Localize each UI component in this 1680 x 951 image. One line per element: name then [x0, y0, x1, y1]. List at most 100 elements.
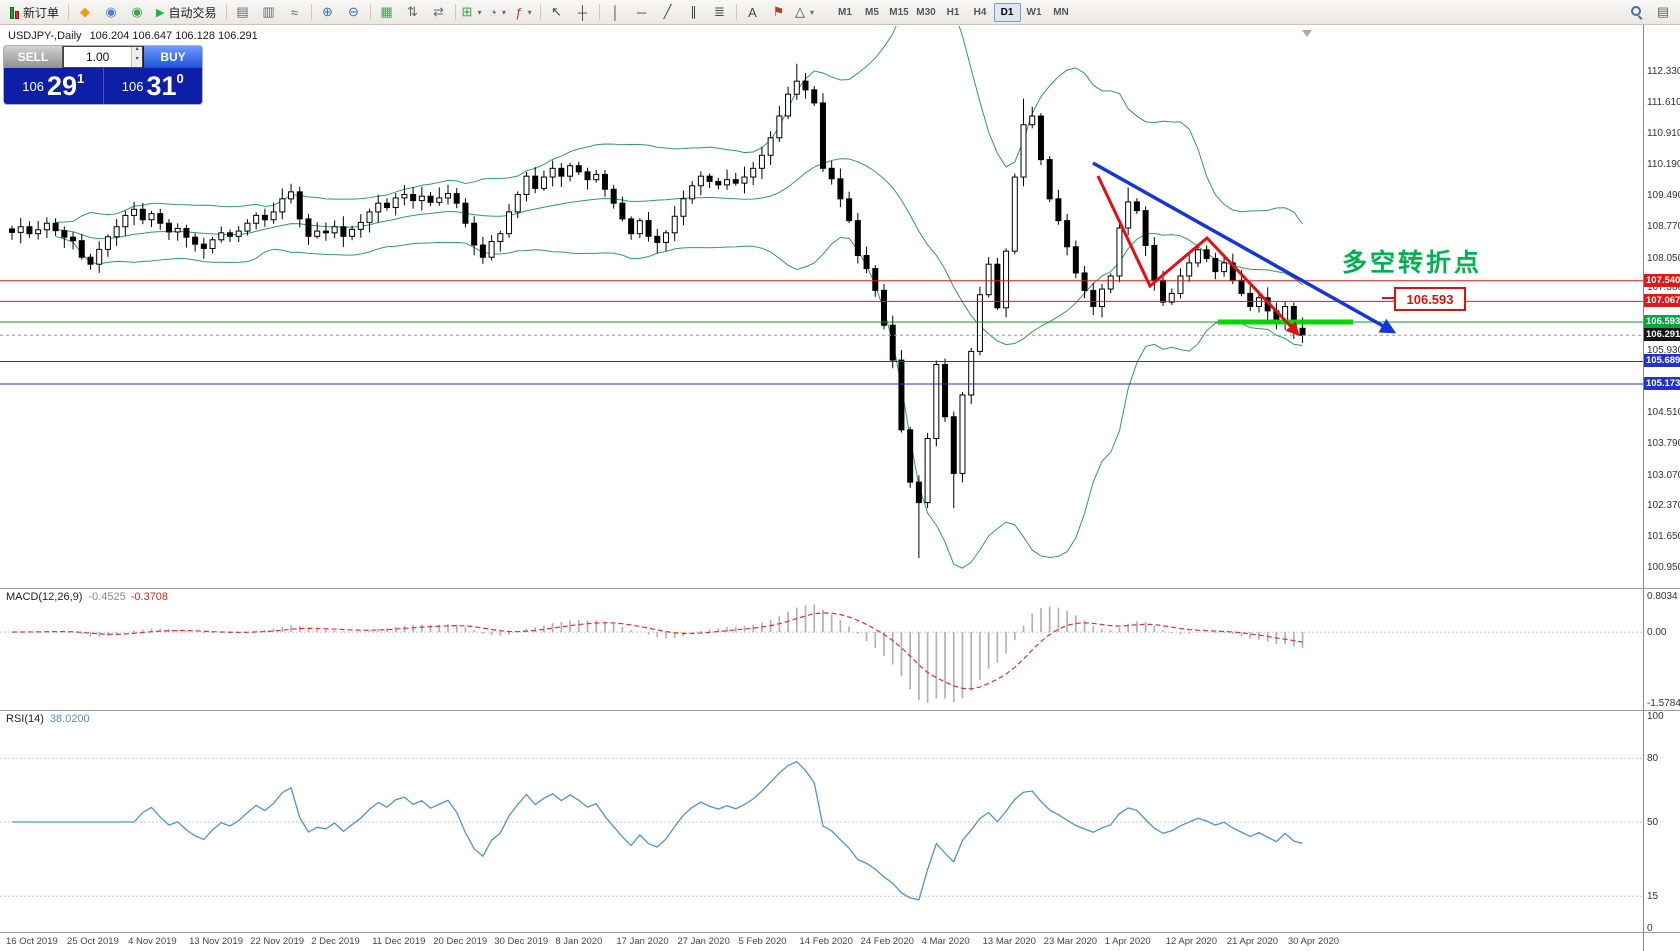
price-axis-label: 100.950 — [1647, 561, 1680, 573]
arrange-windows-button[interactable]: ⇄ — [426, 2, 452, 22]
timeframe-group: M1 M5 M15 M30 H1 H4 D1 W1 MN — [832, 2, 1075, 22]
zoom-out-button[interactable]: ⊖ — [341, 2, 367, 22]
search-icon — [1631, 6, 1643, 18]
price-axis-label: 109.490 — [1647, 189, 1680, 201]
text-icon: A — [748, 4, 757, 20]
volume-input[interactable] — [64, 47, 132, 67]
new-chart-icon: ⊞ — [461, 4, 473, 19]
horizontal-line-button[interactable]: ─ — [629, 2, 655, 22]
channel-button[interactable]: ∥ — [681, 2, 707, 22]
toolbar-separator — [310, 4, 312, 20]
symbol-label: USDJPY-,Daily — [8, 30, 82, 42]
panel-separator[interactable] — [0, 710, 1680, 711]
indicators-button[interactable]: ƒ ▾ — [511, 2, 537, 22]
ohlc-values: 106.204 106.647 106.128 106.291 — [89, 30, 258, 42]
price-axis-label: 108.770 — [1647, 221, 1680, 233]
line-chart-icon: ≈ — [290, 4, 299, 20]
profile-button[interactable]: ◉ — [98, 2, 124, 22]
zoom-in-button[interactable]: ⊕ — [315, 2, 341, 22]
rsi-axis-label: 50 — [1647, 817, 1659, 828]
timeframe-h1[interactable]: H1 — [946, 6, 960, 18]
candlestick-chart-button[interactable]: ▥ — [256, 2, 282, 22]
horizontal-line-icon: ─ — [636, 4, 647, 20]
toolbar-separator — [735, 4, 737, 20]
timeframe-w1[interactable]: W1 — [1026, 6, 1042, 18]
autotrade-button[interactable]: ▶ 自动交易 — [150, 2, 222, 22]
date-label: 1 Apr 2020 — [1104, 936, 1151, 947]
price-axis-label: 110.910 — [1647, 127, 1680, 139]
date-label: 24 Feb 2020 — [860, 936, 914, 947]
timeframe-m5[interactable]: M5 — [865, 6, 879, 18]
date-label: 30 Dec 2019 — [494, 936, 549, 947]
new-order-button[interactable]: 新订单 — [4, 2, 65, 22]
crosshair-button[interactable]: ┼ — [570, 2, 596, 22]
data-window-button[interactable]: ▤ — [1650, 2, 1676, 22]
search-symbols-button[interactable] — [1624, 2, 1650, 22]
ask-price[interactable]: 106 31 0 — [104, 68, 203, 104]
volume-stepper[interactable]: ▴ ▾ — [131, 46, 142, 67]
ask-price-prefix: 106 — [121, 78, 144, 94]
chevron-down-icon: ▾ — [809, 7, 814, 17]
price-callout-label: 106.593 — [1382, 287, 1466, 311]
chart-profiles-icon: ◔ — [489, 4, 497, 20]
timeframe-mn[interactable]: MN — [1053, 6, 1069, 18]
vertical-line-button[interactable]: │ — [603, 2, 629, 22]
fibonacci-button[interactable]: ≣ — [707, 2, 733, 22]
price-badge: 107.540 — [1644, 273, 1680, 287]
buy-button[interactable]: BUY — [143, 46, 202, 68]
macd-axis-label: 0.8034 — [1647, 591, 1678, 602]
ask-price-big: 31 — [146, 71, 177, 101]
fibonacci-icon: ≣ — [714, 4, 725, 19]
volume-down-icon[interactable]: ▾ — [132, 56, 142, 67]
macd-name: MACD(12,26,9) — [6, 591, 83, 603]
tile-windows-button[interactable]: ▦ — [374, 2, 400, 22]
panel-separator[interactable] — [0, 932, 1680, 933]
sell-button[interactable]: SELL — [4, 46, 63, 68]
chevron-down-icon: ▾ — [501, 7, 506, 17]
bar-chart-button[interactable]: ▤ — [230, 2, 256, 22]
cursor-button[interactable]: ↖ — [544, 2, 570, 22]
alerts-icon: ◆ — [80, 4, 91, 19]
label-button[interactable]: ⚑ — [766, 2, 792, 22]
shapes-button[interactable]: △ ▾ — [792, 2, 818, 22]
chart-profiles-button[interactable]: ◔ ▾ — [485, 2, 511, 22]
chevron-down-icon: ▾ — [477, 7, 482, 17]
date-label: 22 Nov 2019 — [250, 936, 305, 947]
bid-price[interactable]: 106 29 1 — [4, 68, 104, 104]
line-chart-button[interactable]: ≈ — [282, 2, 308, 22]
alerts-button[interactable]: ◆ — [72, 2, 98, 22]
toolbar-separator — [369, 4, 371, 20]
autotrade-label: 自动交易 — [168, 5, 217, 20]
date-label: 23 Mar 2020 — [1043, 936, 1098, 947]
timeframe-m30[interactable]: M30 — [916, 6, 936, 18]
price-axis-label: 105.930 — [1647, 344, 1680, 356]
timeframe-m15[interactable]: M15 — [889, 6, 909, 18]
timeframe-d1[interactable]: D1 — [993, 2, 1021, 22]
shapes-icon: △ — [794, 4, 805, 19]
date-label: 12 Apr 2020 — [1165, 936, 1217, 947]
date-label: 17 Jan 2020 — [616, 936, 669, 947]
arrange-windows-icon: ⇄ — [433, 4, 444, 19]
trendline-button[interactable]: ╱ — [655, 2, 681, 22]
panel-separator[interactable] — [0, 588, 1680, 589]
price-axis-label: 103.790 — [1647, 438, 1680, 450]
timeframe-h4[interactable]: H4 — [973, 6, 987, 18]
rsi-name: RSI(14) — [6, 713, 44, 725]
price-axis-label: 107.380 — [1647, 281, 1680, 293]
timeframe-m1[interactable]: M1 — [838, 6, 852, 18]
price-badge: 106.593 — [1644, 315, 1680, 329]
cascade-windows-button[interactable]: ⇅ — [400, 2, 426, 22]
new-chart-button[interactable]: ⊞ ▾ — [459, 2, 485, 22]
macd-panel[interactable] — [0, 589, 1643, 710]
date-axis[interactable]: 16 Oct 2019 25 Oct 2019 4 Nov 2019 13 Nov 2… — [0, 933, 1643, 951]
price-axis[interactable]: 112.330 111.610 110.910 110.190 109.490 108.7… — [1643, 25, 1680, 951]
zoom-out-icon: ⊖ — [348, 4, 359, 19]
crosshair-icon: ┼ — [577, 4, 588, 20]
label-icon: ⚑ — [772, 4, 785, 19]
rsi-panel[interactable] — [0, 711, 1643, 932]
text-button[interactable]: A — [740, 2, 766, 22]
price-badge: 105.173 — [1644, 376, 1680, 390]
toolbar-tools-group: ▤ ▥ ≈ ⊕ ⊖ ▦ ⇅ ⇄ ⊞ ▾ ◔ ▾ ƒ ▾ ↖ ┼ │ ─ ╱ ∥ ≣ A ⚑ △ ▾ — [230, 2, 818, 22]
date-label: 21 Apr 2020 — [1226, 936, 1279, 947]
community-button[interactable]: ◉ — [124, 2, 150, 22]
